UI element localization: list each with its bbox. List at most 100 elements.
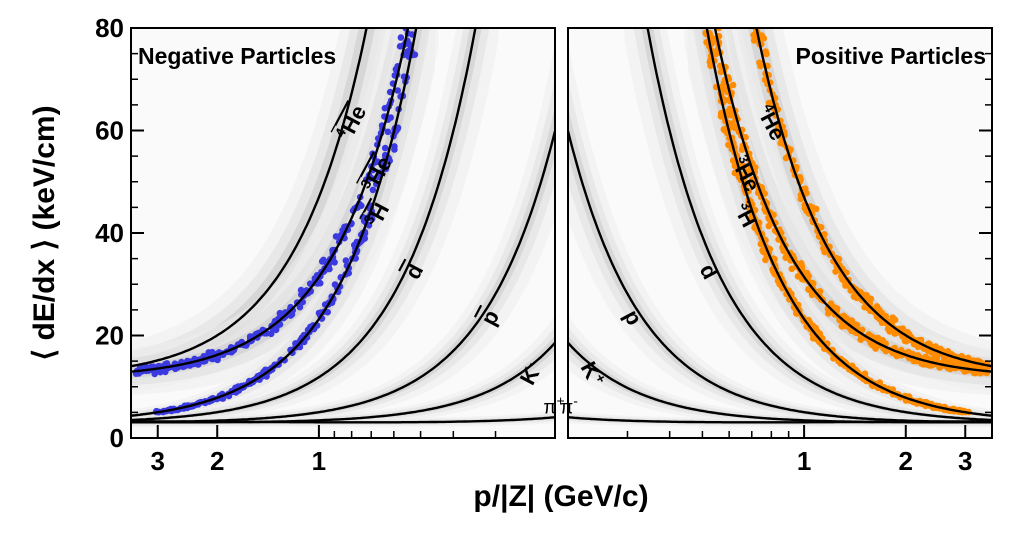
x-tick-label: 2	[899, 446, 913, 476]
candidate-point	[763, 50, 770, 58]
candidate-point	[391, 143, 398, 150]
candidate-point	[853, 321, 861, 329]
curve-3He-bar	[131, 28, 410, 373]
curve-label-pi+: π+	[543, 392, 564, 418]
candidate-point	[287, 312, 294, 319]
candidate-point	[803, 189, 810, 197]
y-tick-label: 0	[110, 423, 124, 453]
candidate-point	[872, 345, 879, 352]
negative-panel-title: Negative Particles	[138, 43, 336, 69]
curve-label-sup: -	[521, 358, 537, 370]
candidate-point	[397, 34, 405, 41]
y-tick-label: 20	[95, 321, 124, 351]
candidate-point	[731, 169, 739, 177]
negative-panel-frame	[130, 27, 556, 439]
axis-ticks: 0 20 40 60 80 3 2 1 1 2 3	[95, 13, 992, 476]
density-band-d-bar	[131, 28, 490, 424]
candidate-point	[404, 48, 412, 55]
candidate-point	[757, 62, 764, 70]
candidate-point	[821, 231, 828, 238]
density-band-3He	[688, 28, 992, 395]
curve-4He	[755, 28, 992, 368]
candidate-point	[369, 186, 377, 194]
candidate-point	[788, 265, 796, 273]
candidate-point	[342, 257, 350, 264]
candidate-point	[889, 314, 897, 322]
curve-3H-bar	[131, 28, 418, 417]
candidate-point	[706, 58, 714, 66]
positive-curves	[568, 28, 992, 424]
candidate-point	[729, 157, 737, 164]
candidate-point	[832, 268, 839, 275]
candidate-point	[717, 68, 725, 76]
candidate-point	[332, 233, 340, 240]
y-tick-label: 40	[95, 218, 124, 248]
candidate-point	[742, 133, 749, 141]
curve-3He	[713, 28, 992, 373]
x-tick-label: 1	[312, 446, 326, 476]
candidate-point	[843, 315, 851, 322]
candidate-point	[838, 323, 846, 330]
curve-d	[646, 28, 992, 422]
curve-label-sup: -	[573, 392, 578, 408]
y-tick-label: 60	[95, 116, 124, 146]
candidate-point	[717, 113, 725, 120]
candidate-point	[817, 224, 825, 231]
candidate-point	[396, 43, 404, 50]
candidate-point	[749, 176, 756, 183]
candidate-point	[394, 87, 402, 94]
x-tick-label: 3	[958, 446, 972, 476]
candidate-point	[903, 337, 910, 345]
candidate-point	[374, 173, 382, 181]
candidate-point	[797, 195, 805, 203]
candidate-point	[757, 240, 765, 248]
x-tick-label: 1	[797, 446, 811, 476]
positive-panel-frame	[567, 27, 993, 439]
density-band-d	[633, 28, 992, 424]
candidate-point	[381, 144, 389, 152]
candidate-point	[886, 328, 893, 335]
density-band-4He-bar	[131, 28, 393, 392]
candidate-point	[762, 256, 769, 264]
curve-d-bar	[131, 28, 477, 422]
candidate-point	[368, 215, 376, 223]
curve-3H	[705, 28, 992, 417]
curve-4He-bar	[131, 28, 368, 368]
candidate-point	[861, 370, 869, 378]
candidate-point	[405, 40, 413, 48]
positive-panel-title: Positive Particles	[796, 43, 987, 69]
density-band-3He-bar	[131, 28, 435, 395]
candidate-point	[297, 286, 305, 294]
density-band-K-	[131, 326, 555, 425]
x-tick-label: 3	[151, 446, 165, 476]
candidate-point	[803, 270, 811, 278]
candidate-point	[331, 259, 338, 266]
curve-label-sup: +	[556, 392, 564, 408]
y-axis-title: ⟨ dE/dx ⟩ (keV/cm)	[28, 105, 61, 360]
density-band-K+	[568, 326, 992, 425]
candidate-point	[163, 360, 171, 367]
candidate-point	[972, 369, 979, 377]
curve-pi-	[131, 416, 555, 424]
candidate-point	[361, 235, 369, 242]
candidate-point	[827, 300, 835, 307]
curve-label-pi-: π-	[560, 392, 578, 418]
candidate-point	[832, 304, 839, 312]
candidate-point	[857, 336, 864, 344]
candidate-point	[718, 83, 726, 91]
candidate-point	[873, 303, 881, 310]
density-band-K+	[568, 315, 992, 427]
candidate-point	[324, 308, 332, 316]
candidate-point	[741, 163, 748, 170]
curve-pi+	[568, 416, 992, 424]
candidate-point	[919, 361, 927, 368]
x-axis-title: p/|Z| (GeV/c)	[473, 480, 648, 513]
density-band-4He	[730, 28, 992, 392]
negative-curves	[131, 28, 555, 424]
density-band-K-	[131, 315, 555, 427]
candidate-point	[917, 336, 925, 344]
x-tick-label: 2	[210, 446, 224, 476]
candidate-point	[966, 361, 973, 369]
candidate-point	[759, 247, 766, 254]
